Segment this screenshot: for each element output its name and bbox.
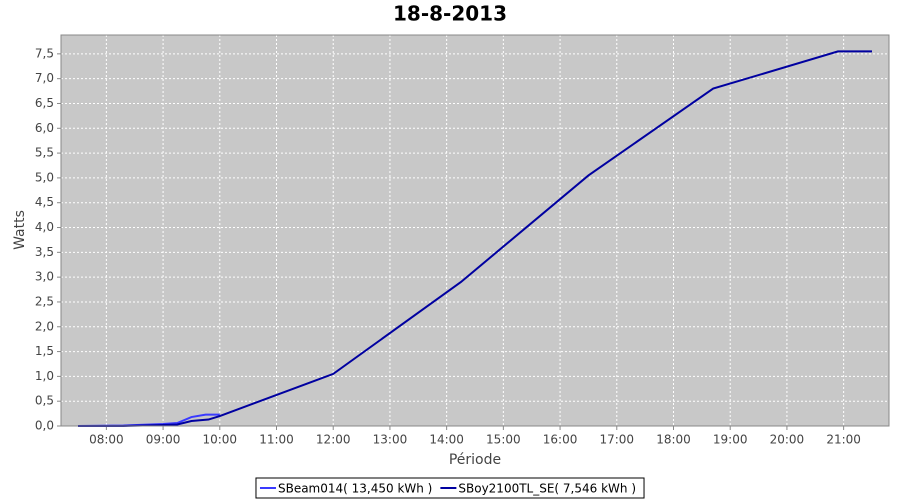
x-tick-label: 18:00 — [656, 433, 691, 447]
y-tick-label: 0,5 — [35, 394, 54, 408]
y-tick-label: 1,0 — [35, 369, 54, 383]
x-tick-label: 19:00 — [713, 433, 748, 447]
x-tick-label: 21:00 — [826, 433, 861, 447]
plot-area — [60, 34, 890, 427]
plot-area — [60, 34, 890, 427]
y-tick-label: 1,5 — [35, 344, 54, 358]
y-tick-label: 6,0 — [35, 121, 54, 135]
y-tick-label: 4,0 — [35, 220, 54, 234]
y-tick-label: 7,0 — [35, 71, 54, 85]
y-tick-label: 3,5 — [35, 245, 54, 259]
x-axis-label: Période — [449, 452, 501, 468]
x-tick-label: 13:00 — [373, 433, 408, 447]
legend: SBeam014( 13,450 kWh ) SBoy2100TL_SE( 7,5… — [255, 477, 645, 499]
y-tick-label: 6,5 — [35, 96, 54, 110]
y-tick-label: 5,5 — [35, 146, 54, 160]
y-tick-label: 2,0 — [35, 319, 54, 333]
legend-label: SBeam014( 13,450 kWh ) — [278, 482, 432, 496]
series-line — [78, 50, 872, 427]
x-tick-label: 12:00 — [316, 433, 351, 447]
x-tick-label: 16:00 — [543, 433, 578, 447]
x-tick-label: 11:00 — [259, 433, 294, 447]
x-tick-label: 08:00 — [89, 433, 124, 447]
y-tick-label: 5,0 — [35, 170, 54, 184]
y-tick-label: 7,5 — [35, 46, 54, 60]
legend-label: SBoy2100TL_SE( 7,546 kWh ) — [458, 482, 636, 496]
x-tick-label: 09:00 — [146, 433, 181, 447]
y-axis-label: Watts — [12, 210, 28, 250]
x-tick-label: 15:00 — [486, 433, 521, 447]
x-tick-label: 10:00 — [202, 433, 237, 447]
x-tick-label: 14:00 — [429, 433, 464, 447]
y-tick-label: 3,0 — [35, 270, 54, 284]
chart-title: 18-8-2013 — [393, 2, 507, 26]
y-tick-label: 4,5 — [35, 195, 54, 209]
x-tick-label: 17:00 — [599, 433, 634, 447]
y-tick-label: 0,0 — [35, 419, 54, 433]
y-tick-label: 2,5 — [35, 294, 54, 308]
x-tick-label: 20:00 — [770, 433, 805, 447]
